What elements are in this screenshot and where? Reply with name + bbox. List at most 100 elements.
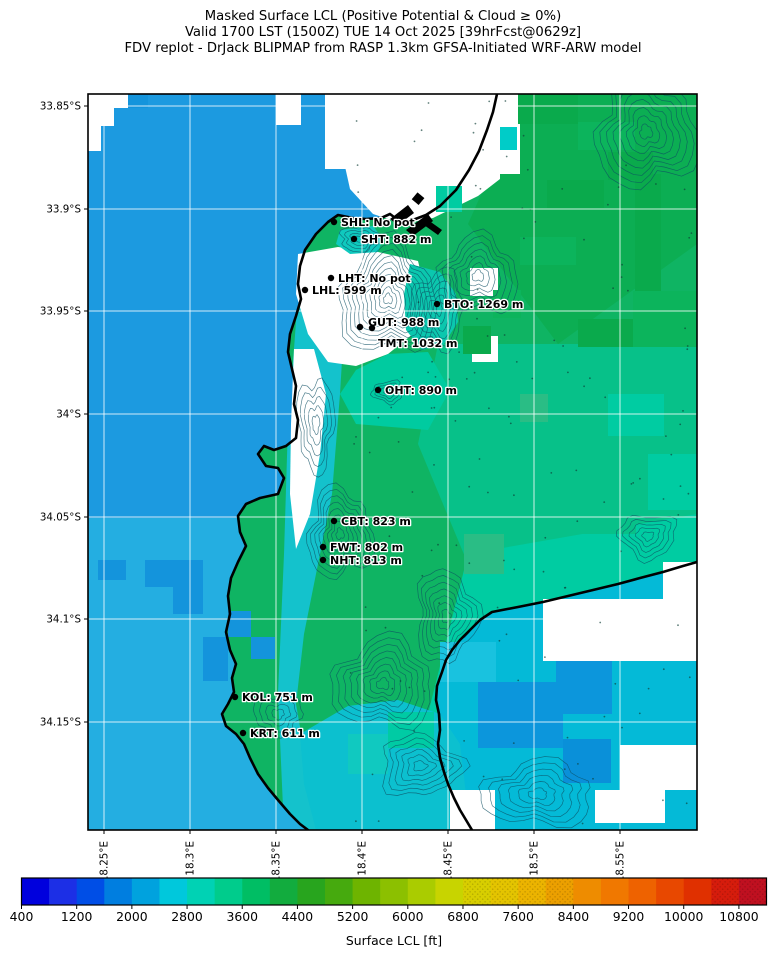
colorbar-tick-label: 8400 <box>558 909 590 924</box>
speckle-dot <box>474 122 477 125</box>
contour-line <box>335 527 345 541</box>
station-bto: BTO: 1269 m <box>433 297 525 312</box>
colorbar-tick-label: 1200 <box>61 909 93 924</box>
colorbar-segment <box>76 878 105 905</box>
speckle-dot <box>688 236 691 239</box>
speckle-dot <box>438 602 441 604</box>
station-label: KRT: 611 m <box>250 727 320 740</box>
station-sht: SHT: 882 m <box>350 232 433 247</box>
speckle-dot <box>563 768 566 771</box>
station-marker <box>330 218 338 226</box>
contour-line <box>437 602 458 630</box>
speckle-dot <box>544 536 547 539</box>
speckle-dot <box>685 802 688 805</box>
speckle-dot <box>682 410 684 412</box>
signal-hill-blob <box>336 226 383 254</box>
speckle-dot <box>542 570 545 573</box>
contour-line <box>342 236 433 348</box>
contour-line <box>336 637 425 725</box>
station-label: SHL: No pot <box>341 216 415 229</box>
station-marker <box>374 386 382 394</box>
contour-line <box>369 379 403 406</box>
speckle-dot <box>472 131 475 134</box>
contour-line <box>356 657 407 708</box>
colorbar-segment <box>21 878 50 905</box>
speckle-dot <box>522 134 525 137</box>
speckle-dot <box>603 715 606 718</box>
speckle-dot <box>684 327 686 330</box>
colorbar-stipple <box>462 878 492 905</box>
speckle-dot <box>607 203 609 206</box>
speckle-dot <box>431 360 433 363</box>
speckle-dot <box>662 498 665 500</box>
speckle-dot <box>421 574 424 577</box>
speckle-dot <box>474 184 477 187</box>
colorbar-segment <box>131 878 160 905</box>
speckle-dot <box>371 773 374 776</box>
contour-line <box>318 501 363 563</box>
land-mosaic <box>436 94 697 574</box>
contour-line <box>314 495 367 569</box>
station-marker <box>368 324 376 332</box>
station-marker <box>433 300 441 308</box>
contour-line <box>606 94 688 176</box>
speckle-dot <box>677 514 680 516</box>
colorbar-tick-label: 4400 <box>282 909 314 924</box>
station-label: TMT: 1032 m <box>378 337 458 350</box>
speckle-dot <box>604 396 607 399</box>
speckle-dot <box>423 690 426 692</box>
colorbar-segment <box>214 878 243 905</box>
contour-line <box>307 405 325 446</box>
speckle-dot <box>504 100 507 102</box>
speckle-dot <box>621 263 623 266</box>
speckle-dot <box>534 221 537 223</box>
contour-line <box>338 227 384 253</box>
contour-line <box>407 754 438 777</box>
speckle-dot <box>482 148 484 151</box>
speckle-dot <box>670 453 673 456</box>
speckle-dot <box>468 562 471 565</box>
contour-line <box>632 115 661 147</box>
latitude-axis: 33.85°S 33.9°S 33.95°S 34°S 34.05°S 34.1°S 34.… <box>40 101 88 729</box>
station-marker <box>301 286 309 294</box>
speckle-dot <box>355 120 358 122</box>
speckle-dot <box>384 626 387 629</box>
speckle-dot <box>470 255 473 258</box>
contour-line <box>413 760 429 772</box>
contour-line <box>378 286 398 310</box>
contour-line <box>337 230 438 353</box>
colorbar-segment <box>573 878 602 905</box>
speckle-dot <box>567 371 569 374</box>
speckle-dot <box>427 371 429 374</box>
contour-line <box>517 781 556 806</box>
contour-line <box>265 703 292 727</box>
speckle-dot <box>503 334 506 336</box>
speckle-dot <box>562 345 564 347</box>
speckle-dot <box>612 287 614 290</box>
speckle-dot <box>513 568 516 571</box>
contour-line <box>259 698 298 733</box>
contour-line <box>310 488 372 575</box>
contour-line <box>599 94 695 184</box>
lon-tick-label: 18.55°E <box>615 841 627 882</box>
speckle-dot <box>621 726 623 729</box>
colorbar-tick-label: 6800 <box>447 909 479 924</box>
contour-line <box>628 523 666 553</box>
speckle-dot <box>487 491 489 494</box>
sea-dark-blocks <box>98 94 275 681</box>
speckle-dot <box>503 559 505 562</box>
colorbar-stipple <box>545 878 574 905</box>
lat-tick-label: 34°S <box>56 409 81 421</box>
speckle-dot <box>679 485 682 487</box>
speckle-dot <box>679 423 682 426</box>
contour-line <box>369 273 407 319</box>
speckle-dot <box>486 335 489 337</box>
contour-line <box>625 107 667 155</box>
speckle-dot <box>455 544 458 547</box>
colorbar-tick-label: 3600 <box>226 909 258 924</box>
speckle-dot <box>433 406 436 409</box>
speckle-dot <box>655 183 657 185</box>
